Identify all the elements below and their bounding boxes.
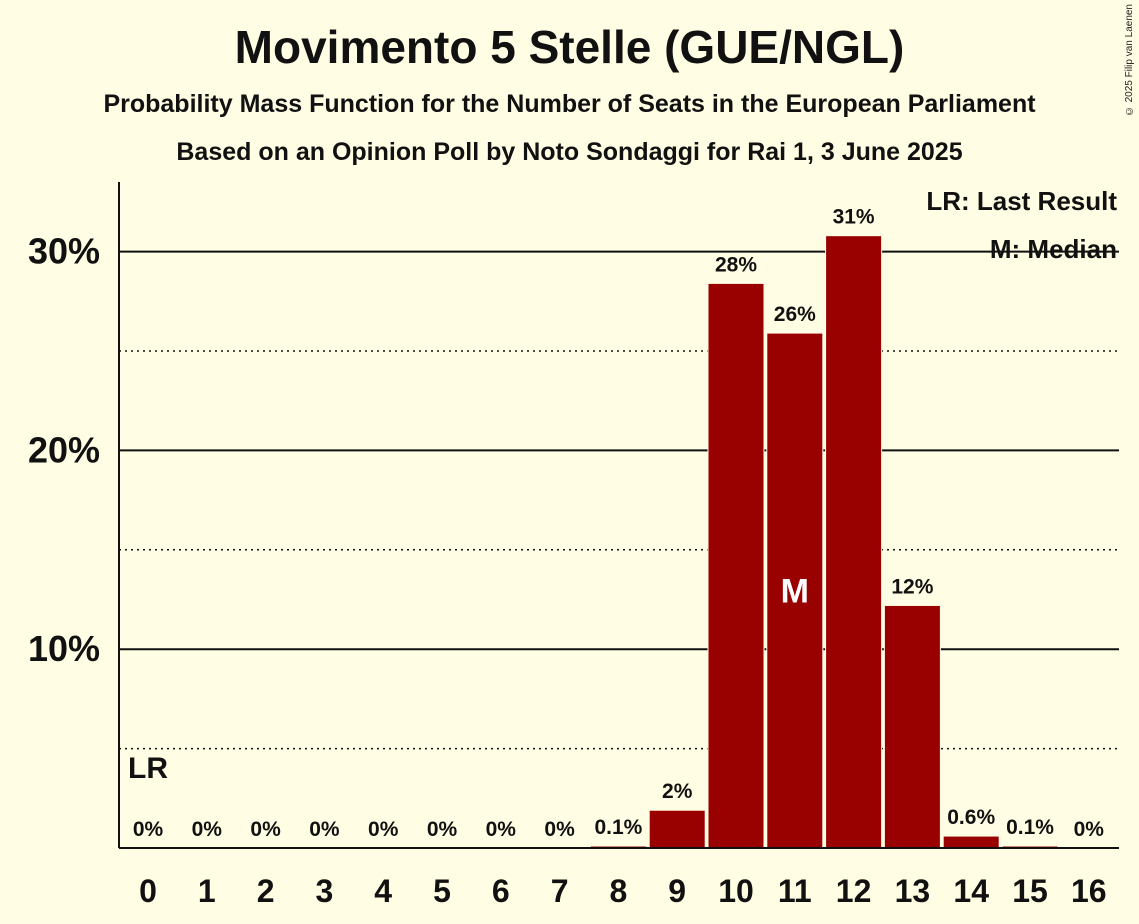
data-label: 0% — [486, 818, 517, 841]
x-tick-label: 5 — [433, 873, 451, 909]
x-tick-label: 3 — [316, 873, 334, 909]
bars — [589, 235, 1059, 849]
x-tick-label: 0 — [139, 873, 157, 909]
bar — [825, 235, 883, 849]
data-label: 0% — [368, 818, 399, 841]
data-label: 0.1% — [1006, 816, 1054, 839]
data-label: 0% — [133, 818, 164, 841]
x-tick-label: 14 — [953, 873, 989, 909]
last-result-marker: LR — [128, 752, 168, 785]
x-tick-label: 1 — [198, 873, 216, 909]
x-tick-label: 15 — [1012, 873, 1048, 909]
chart-subtitle: Probability Mass Function for the Number… — [103, 90, 1036, 118]
data-label: 2% — [662, 780, 693, 803]
data-label: 0% — [544, 818, 575, 841]
median-marker: M — [781, 573, 809, 611]
data-label: 12% — [891, 575, 933, 598]
x-tick-label: 9 — [668, 873, 686, 909]
bar — [707, 282, 765, 849]
data-label: 0% — [250, 818, 281, 841]
y-tick-label: 20% — [28, 429, 100, 470]
data-label: 0% — [309, 818, 340, 841]
chart-source: Based on an Opinion Poll by Noto Sondagg… — [176, 138, 963, 166]
data-labels: 0% 0% 0% 0% 0% 0% 0% 0% 0.1% 2% 28% 26% 31% 12% 0.6% 0.… — [128, 206, 1104, 841]
y-tick-label: 10% — [28, 628, 100, 669]
data-label: 26% — [774, 303, 816, 326]
data-label: 0% — [427, 818, 458, 841]
axes: 10%20%30%0 1 2 3 4 5 6 7 8 9 10 11 12 13 14 15 16 — [28, 182, 1119, 909]
legend: LR: Last Result M: Median — [926, 186, 1117, 264]
chart-title: Movimento 5 Stelle (GUE/NGL) — [234, 21, 905, 73]
legend-last-result: LR: Last Result — [926, 186, 1117, 216]
data-label: 0.1% — [594, 816, 642, 839]
data-label: 0% — [192, 818, 223, 841]
x-tick-label: 10 — [718, 873, 754, 909]
data-label: 0% — [1074, 818, 1105, 841]
x-tick-label: 16 — [1071, 873, 1107, 909]
x-tick-label: 7 — [551, 873, 569, 909]
bar — [766, 332, 824, 849]
x-tick-label: 13 — [895, 873, 931, 909]
legend-median: M: Median — [990, 234, 1117, 264]
x-tick-label: 6 — [492, 873, 510, 909]
x-tick-label: 11 — [778, 873, 812, 909]
bar — [648, 809, 706, 849]
data-label: 0.6% — [947, 806, 995, 829]
x-tick-label: 12 — [836, 873, 872, 909]
gridlines — [119, 250, 1119, 750]
data-label: 28% — [715, 253, 757, 276]
bar — [942, 835, 1000, 849]
x-tick-label: 8 — [610, 873, 628, 909]
data-label: 31% — [833, 206, 875, 229]
bar — [883, 604, 941, 849]
x-tick-label: 2 — [257, 873, 275, 909]
y-tick-label: 30% — [28, 231, 100, 272]
x-tick-label: 4 — [374, 873, 392, 909]
